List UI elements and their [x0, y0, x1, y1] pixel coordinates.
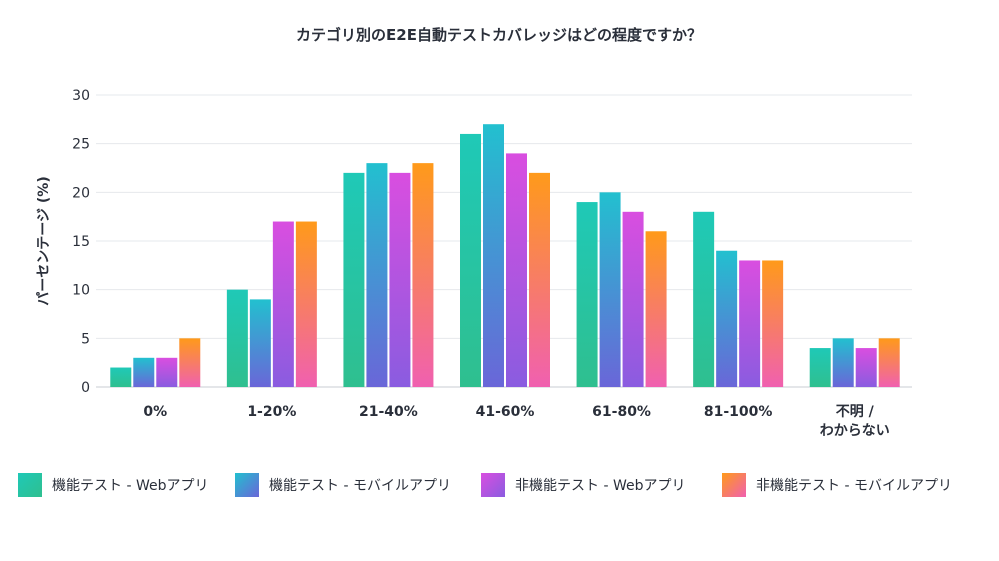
- bar: [599, 192, 621, 387]
- y-tick-label: 20: [72, 185, 90, 201]
- x-tick-label: 0%: [143, 404, 167, 420]
- bar: [366, 163, 388, 387]
- bar: [133, 357, 155, 387]
- bar: [762, 260, 784, 387]
- y-tick-label: 10: [72, 283, 90, 299]
- bar: [226, 289, 248, 387]
- x-tick-label: 61-80%: [592, 404, 651, 420]
- bar: [693, 211, 715, 387]
- bar: [855, 348, 877, 387]
- bars: [110, 124, 900, 387]
- bar: [832, 338, 854, 387]
- bar: [622, 211, 644, 387]
- y-tick-label: 0: [81, 380, 90, 396]
- legend: 機能テスト - Webアプリ 機能テスト - モバイルアプリ 非機能テスト - We…: [18, 473, 952, 497]
- bar: [295, 221, 317, 387]
- y-tick-label: 25: [72, 137, 90, 153]
- bar: [483, 124, 504, 387]
- legend-swatch: [235, 473, 259, 497]
- legend-label: 非機能テスト - モバイルアプリ: [756, 478, 952, 494]
- x-tick-label: 1-20%: [247, 404, 296, 420]
- bar: [506, 153, 527, 387]
- legend-swatch: [18, 473, 42, 497]
- x-tick-label: 41-60%: [476, 404, 535, 420]
- y-tick-labels: 0 5 10 15 20 25 30: [72, 88, 90, 396]
- legend-label: 機能テスト - モバイルアプリ: [269, 478, 451, 494]
- y-axis-label: パーセンテージ (%): [36, 176, 52, 305]
- x-tick-label: 不明 /: [836, 404, 875, 420]
- bar: [249, 299, 271, 387]
- bar: [272, 221, 294, 387]
- bar: [156, 357, 178, 387]
- bar: [110, 367, 132, 387]
- y-tick-label: 5: [81, 331, 90, 347]
- x-tick-label: わからない: [820, 423, 890, 439]
- legend-label: 非機能テスト - Webアプリ: [515, 478, 685, 494]
- bar: [529, 172, 550, 387]
- bar: [645, 231, 667, 387]
- bar: [389, 172, 411, 387]
- bar: [179, 338, 201, 387]
- legend-swatch: [481, 473, 505, 497]
- legend-label: 機能テスト - Webアプリ: [52, 478, 208, 494]
- bar: [343, 172, 365, 387]
- y-tick-label: 15: [72, 234, 90, 250]
- x-tick-label: 21-40%: [359, 404, 418, 420]
- y-tick-label: 30: [72, 88, 90, 104]
- bar: [716, 250, 738, 387]
- x-tick-label: 81-100%: [704, 404, 773, 420]
- bar: [460, 133, 481, 387]
- chart-title: カテゴリ別のE2E自動テストカバレッジはどの程度ですか？: [296, 26, 702, 44]
- bar: [809, 348, 831, 387]
- bar: [878, 338, 900, 387]
- x-tick-labels: 0% 1-20% 21-40% 41-60% 61-80% 81-100% 不明 / わからな…: [143, 404, 889, 439]
- legend-swatch: [722, 473, 746, 497]
- bar: [739, 260, 761, 387]
- bar: [576, 202, 598, 387]
- bar: [412, 163, 434, 387]
